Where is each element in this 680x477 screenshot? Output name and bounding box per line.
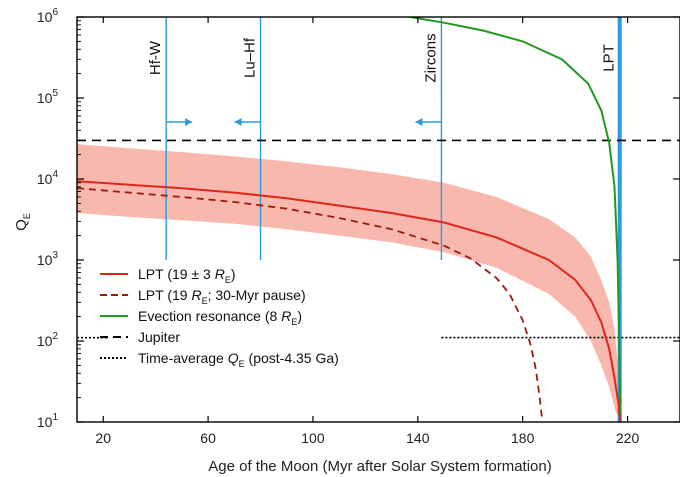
legend-symbol: Q	[228, 350, 239, 366]
pause-curve	[77, 187, 544, 422]
vline-label-zircons: Zircons	[422, 33, 439, 82]
legend-tail: ; 30-Myr pause)	[208, 287, 306, 303]
x-tick-label: 100	[301, 430, 325, 446]
legend-text: Evection resonance (8	[138, 308, 281, 324]
y-tick-base: 10	[37, 171, 53, 187]
legend-tail: (post-4.35 Ga)	[245, 350, 339, 366]
legend-subscript: E	[202, 296, 208, 306]
legend-label-jupiter: Jupiter	[138, 329, 180, 345]
x-axis-label: Age of the Moon (Myr after Solar System …	[208, 458, 551, 475]
evection-curve	[409, 17, 622, 422]
legend-subscript: E	[291, 317, 297, 327]
y-tick-exponent: 2	[52, 331, 58, 342]
legend-label-evection: Evection resonance (8 RE)	[138, 308, 302, 327]
y-tick-label: 101	[37, 412, 59, 430]
vline-label-hfw: Hf-W	[147, 40, 164, 75]
y-tick-base: 10	[37, 90, 53, 106]
legend-text: Jupiter	[138, 329, 180, 345]
y-tick-exponent: 4	[52, 169, 58, 180]
constraint-arrow-head	[185, 118, 193, 126]
constraint-arrow-head	[234, 118, 242, 126]
x-tick-label: 220	[616, 430, 640, 446]
legend-subscript: E	[225, 275, 231, 285]
y-tick-base: 10	[37, 9, 53, 25]
legend-text: Time-average	[138, 350, 228, 366]
y-tick-label: 104	[37, 169, 59, 187]
constraint-arrow-head	[415, 118, 423, 126]
vline-label-lpt: LPT	[601, 44, 618, 72]
y-tick-label: 103	[37, 250, 59, 268]
y-tick-label: 102	[37, 331, 59, 349]
lpt-curve	[77, 180, 622, 422]
y-tick-exponent: 3	[52, 250, 58, 261]
legend-tail: )	[297, 308, 302, 324]
y-tick-exponent: 6	[52, 7, 58, 18]
y-tick-exponent: 5	[52, 88, 58, 99]
legend-subscript: E	[239, 359, 245, 369]
legend-label-lpt: LPT (19 ± 3 RE)	[138, 266, 236, 285]
x-tick-label: 140	[406, 430, 430, 446]
legend-label-pause: LPT (19 RE; 30-Myr pause)	[138, 287, 306, 306]
y-axis-label-sub: E	[22, 213, 32, 219]
y-axis-label: QE	[13, 213, 32, 231]
legend-text: LPT (19	[138, 287, 191, 303]
x-tick-label: 20	[95, 430, 111, 446]
legend-label-timeavg: Time-average QE (post-4.35 Ga)	[138, 350, 339, 369]
legend-symbol: R	[191, 287, 201, 303]
y-tick-base: 10	[37, 252, 53, 268]
y-tick-exponent: 1	[52, 412, 58, 423]
y-tick-base: 10	[37, 414, 53, 430]
legend-text: LPT (19 ± 3	[138, 266, 215, 282]
x-tick-label: 180	[511, 430, 535, 446]
legend-tail: )	[231, 266, 236, 282]
plot-frame	[76, 16, 680, 423]
y-tick-label: 105	[37, 88, 59, 106]
lpt-uncertainty-band	[77, 144, 621, 422]
x-tick-label: 60	[200, 430, 216, 446]
y-tick-label: 106	[37, 7, 59, 25]
y-axis-label-main: Q	[13, 219, 30, 231]
legend-symbol: R	[281, 308, 291, 324]
y-tick-base: 10	[37, 333, 53, 349]
legend-symbol: R	[215, 266, 225, 282]
vline-label-luhf: Lu–Hf	[242, 37, 259, 78]
